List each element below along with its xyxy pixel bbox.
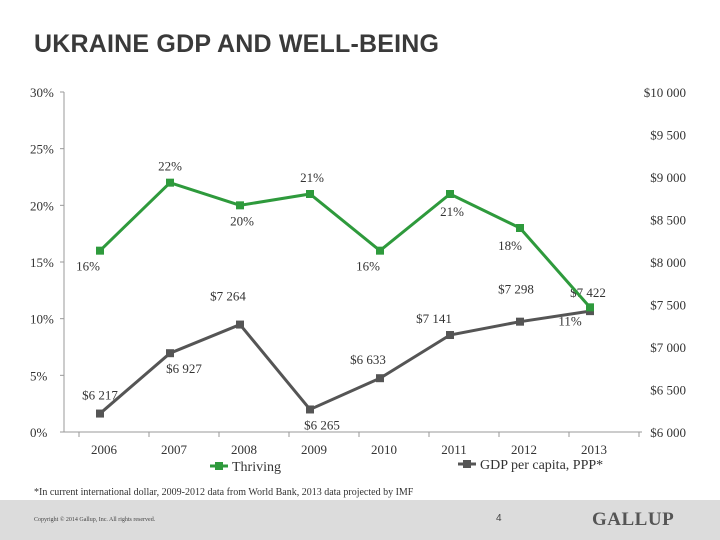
category-label: 2012 [511, 442, 537, 457]
gdp-data-label: $7 298 [498, 282, 534, 297]
left-tick-label: 0% [30, 425, 48, 440]
left-tick-label: 15% [30, 255, 54, 270]
right-tick-label: $6 000 [650, 425, 686, 440]
gdp-data-label: $6 633 [350, 352, 386, 367]
footer-bar: Copyright © 2014 Gallup, Inc. All rights… [0, 500, 720, 540]
thriving-marker [236, 201, 244, 210]
gdp-marker [166, 349, 174, 358]
gdp-data-label: $6 265 [304, 417, 340, 432]
thriving-marker [96, 246, 104, 255]
category-label: 2013 [581, 442, 607, 457]
thriving-marker [446, 190, 454, 198]
left-tick-label: 5% [30, 368, 48, 383]
gallup-logo: GALLUP [592, 509, 675, 530]
left-axis-ticks: 0% 5% 10% 15% 20% 25% 30% [30, 85, 54, 440]
gdp-line [99, 309, 591, 415]
right-tick-label: $6 500 [650, 383, 686, 398]
left-tick-label: 20% [30, 198, 54, 213]
thriving-data-label: 20% [230, 213, 254, 228]
right-tick-label: $8 500 [650, 213, 686, 228]
thriving-marker [516, 224, 524, 232]
legend-swatch-marker [215, 462, 223, 470]
chart-axes [60, 91, 642, 437]
thriving-data-label: 22% [158, 159, 182, 174]
right-tick-label: $10 000 [644, 85, 686, 100]
legend-label: GDP per capita, PPP* [480, 458, 603, 473]
legend-label: Thriving [232, 460, 281, 475]
right-tick-label: $7 000 [650, 340, 686, 355]
gdp-marker [446, 331, 454, 340]
gdp-data-label: $7 141 [416, 311, 452, 326]
footnote: *In current international dollar, 2009-2… [34, 487, 414, 498]
left-tick-label: 25% [30, 142, 54, 157]
category-label: 2011 [441, 442, 467, 457]
thriving-data-label: 16% [356, 259, 380, 274]
left-tick-label: 10% [30, 312, 54, 327]
thriving-data-label: 11% [558, 313, 582, 328]
series-thriving: 16% 22% 20% 21% 16% 21% 18% 11% [76, 159, 594, 328]
right-tick-label: $8 000 [650, 255, 686, 270]
gdp-marker [96, 409, 104, 418]
category-label: 2010 [371, 442, 397, 457]
thriving-data-label: 16% [76, 259, 100, 274]
legend-swatch-marker [463, 460, 471, 468]
right-tick-label: $7 500 [650, 298, 686, 313]
thriving-data-label: 21% [440, 204, 464, 219]
category-label: 2007 [161, 442, 188, 457]
thriving-line [98, 180, 592, 309]
thriving-marker [306, 190, 314, 198]
category-label: 2009 [301, 442, 327, 457]
gdp-marker [306, 405, 314, 414]
category-label: 2008 [231, 442, 257, 457]
gdp-marker [516, 317, 524, 326]
gdp-data-label: $6 927 [166, 361, 202, 376]
right-tick-label: $9 500 [650, 128, 686, 143]
gdp-data-label: $6 217 [82, 388, 118, 403]
copyright-text: Copyright © 2014 Gallup, Inc. All rights… [34, 517, 156, 523]
left-tick-label: 30% [30, 85, 54, 100]
chart-area: 0% 5% 10% 15% 20% 25% 30% $6 000 $6 500 $7 000 $7… [30, 85, 686, 475]
thriving-marker [166, 178, 174, 187]
category-labels: 2006 2007 2008 2009 2010 2011 2012 2013 [91, 442, 607, 457]
chart-title: UKRAINE GDP AND WELL-BEING [34, 30, 440, 58]
category-label: 2006 [91, 442, 118, 457]
page-number: 4 [496, 513, 502, 524]
gdp-marker [376, 374, 384, 383]
right-axis-ticks: $6 000 $6 500 $7 000 $7 500 $8 000 $8 500 $9 0… [644, 85, 686, 440]
gdp-marker [236, 320, 244, 329]
series-gdp: $6 217 $6 927 $7 264 $6 265 $6 633 $7 141 $7 2… [82, 282, 606, 433]
legend: Thriving GDP per capita, PPP* [210, 458, 603, 475]
right-tick-label: $9 000 [650, 170, 686, 185]
gdp-data-label: $7 264 [210, 289, 246, 304]
thriving-marker [376, 246, 384, 255]
thriving-data-label: 21% [300, 170, 324, 185]
thriving-data-label: 18% [498, 238, 522, 253]
thriving-marker [586, 303, 594, 312]
